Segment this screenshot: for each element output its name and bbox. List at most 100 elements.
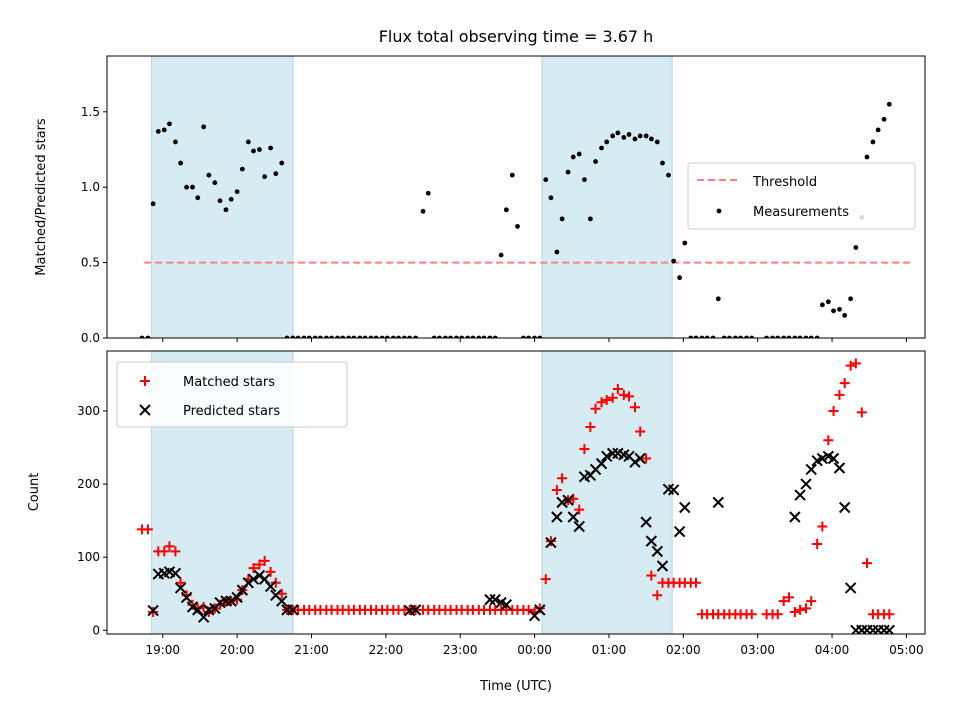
matched-star-point	[523, 604, 534, 615]
matched-star-point	[551, 484, 562, 495]
matched-star-point	[540, 574, 551, 585]
x-tick-label: 23:00	[443, 643, 478, 657]
measurement-point	[819, 302, 825, 308]
measurement-point	[155, 129, 161, 134]
predicted-star-point	[253, 569, 266, 582]
predicted-star-point	[534, 604, 546, 616]
matched-star-point	[254, 559, 265, 570]
predicted-star-point	[556, 496, 568, 509]
predicted-star-point	[562, 494, 574, 506]
bottom-panel: 0 100 200 300 19:00 20:00 21:00 22:00 23:00 00:00…	[77, 350, 926, 657]
predicted-star-point	[800, 478, 812, 490]
matched-star-point	[861, 558, 872, 569]
matched-star-point	[159, 546, 170, 557]
predicted-star-point	[629, 456, 641, 468]
matched-star-point	[248, 563, 259, 574]
legend-predicted-swatch	[139, 404, 151, 416]
predicted-star-point	[816, 452, 829, 465]
matched-star-point	[778, 596, 789, 607]
measurement-point	[792, 335, 798, 338]
measurement-point	[875, 127, 881, 133]
measurement-point	[587, 216, 593, 222]
measurement-point	[262, 174, 268, 180]
measurement-point	[565, 169, 571, 175]
measurement-point	[150, 201, 156, 207]
measurement-point	[576, 151, 582, 157]
measurement-point	[268, 145, 273, 151]
measurement-point	[837, 306, 842, 312]
measurement-point	[643, 133, 649, 139]
measurement-point	[487, 335, 493, 338]
chart-title: Flux total observing time = 3.67 h	[379, 27, 654, 46]
measurement-point	[306, 335, 312, 338]
measurement-point	[145, 335, 151, 338]
matched-star-point	[652, 590, 663, 601]
measurement-point	[139, 335, 145, 338]
predicted-star-point	[276, 595, 288, 607]
predicted-star-point	[500, 599, 513, 611]
predicted-star-point	[264, 580, 277, 593]
measurement-point	[420, 208, 426, 214]
measurement-point	[775, 335, 781, 338]
measurement-point	[610, 133, 616, 139]
legend-box	[116, 361, 348, 428]
matched-star-point	[612, 384, 623, 395]
measurement-point	[212, 180, 218, 186]
measurement-point	[704, 335, 710, 338]
measurement-point	[554, 249, 560, 255]
measurement-point	[312, 335, 318, 338]
predicted-star-point	[789, 511, 801, 523]
matched-star-point	[557, 473, 568, 484]
measurement-point	[781, 335, 787, 338]
measurement-point	[825, 299, 831, 305]
matched-star-point	[574, 504, 585, 515]
legend-matched-swatch	[140, 376, 150, 386]
matched-star-point	[635, 426, 646, 437]
measurement-point	[660, 160, 665, 166]
measurement-point	[582, 177, 587, 183]
measurement-point	[284, 335, 290, 338]
predicted-star-point	[242, 577, 254, 589]
x-tick-label: 02:00	[666, 643, 701, 657]
matched-star-point	[845, 360, 856, 371]
measurement-point	[853, 245, 859, 250]
measurement-point	[481, 335, 487, 338]
measurement-point	[245, 139, 251, 145]
legend-threshold-label: Threshold	[752, 175, 817, 190]
top-panel: 0.0 0.5 1.0 1.5 Threshold Measurements	[81, 55, 926, 345]
predicted-star-point	[484, 593, 496, 606]
measurement-point	[184, 184, 189, 190]
axes-frame	[106, 350, 926, 635]
matched-star-point	[601, 394, 612, 405]
measurement-point	[340, 335, 346, 338]
predicted-star-point	[634, 452, 646, 465]
measurement-point	[257, 147, 262, 152]
x-tick-label: 22:00	[369, 643, 404, 657]
predicted-star-point	[651, 545, 663, 558]
matched-star-point	[175, 577, 186, 588]
measurement-point	[864, 154, 870, 160]
shaded-interval	[541, 350, 673, 635]
measurement-point	[396, 335, 401, 338]
shaded-interval	[151, 55, 294, 339]
measurement-point	[727, 335, 732, 338]
predicted-star-point	[673, 525, 686, 538]
legend-predicted-label: Predicted stars	[183, 404, 280, 419]
predicted-star-point	[489, 593, 501, 606]
matched-star-point	[607, 392, 618, 403]
measurement-point	[831, 308, 836, 314]
measurement-point	[764, 335, 770, 338]
measurement-point	[228, 196, 234, 202]
matched-star-point	[789, 607, 800, 618]
measurement-point	[842, 312, 848, 318]
measurement-point	[362, 335, 368, 338]
measurement-point	[732, 335, 738, 338]
y-tick-label: 300	[77, 404, 100, 418]
y-tick-label: 1.0	[81, 180, 100, 194]
measurement-point	[654, 139, 660, 145]
measurement-point	[161, 127, 167, 133]
matched-star-point	[585, 422, 596, 433]
measurement-point	[632, 136, 638, 142]
y-axis-label-ratio: Matched/Predicted stars	[34, 118, 49, 276]
predicted-star-point	[247, 573, 260, 585]
